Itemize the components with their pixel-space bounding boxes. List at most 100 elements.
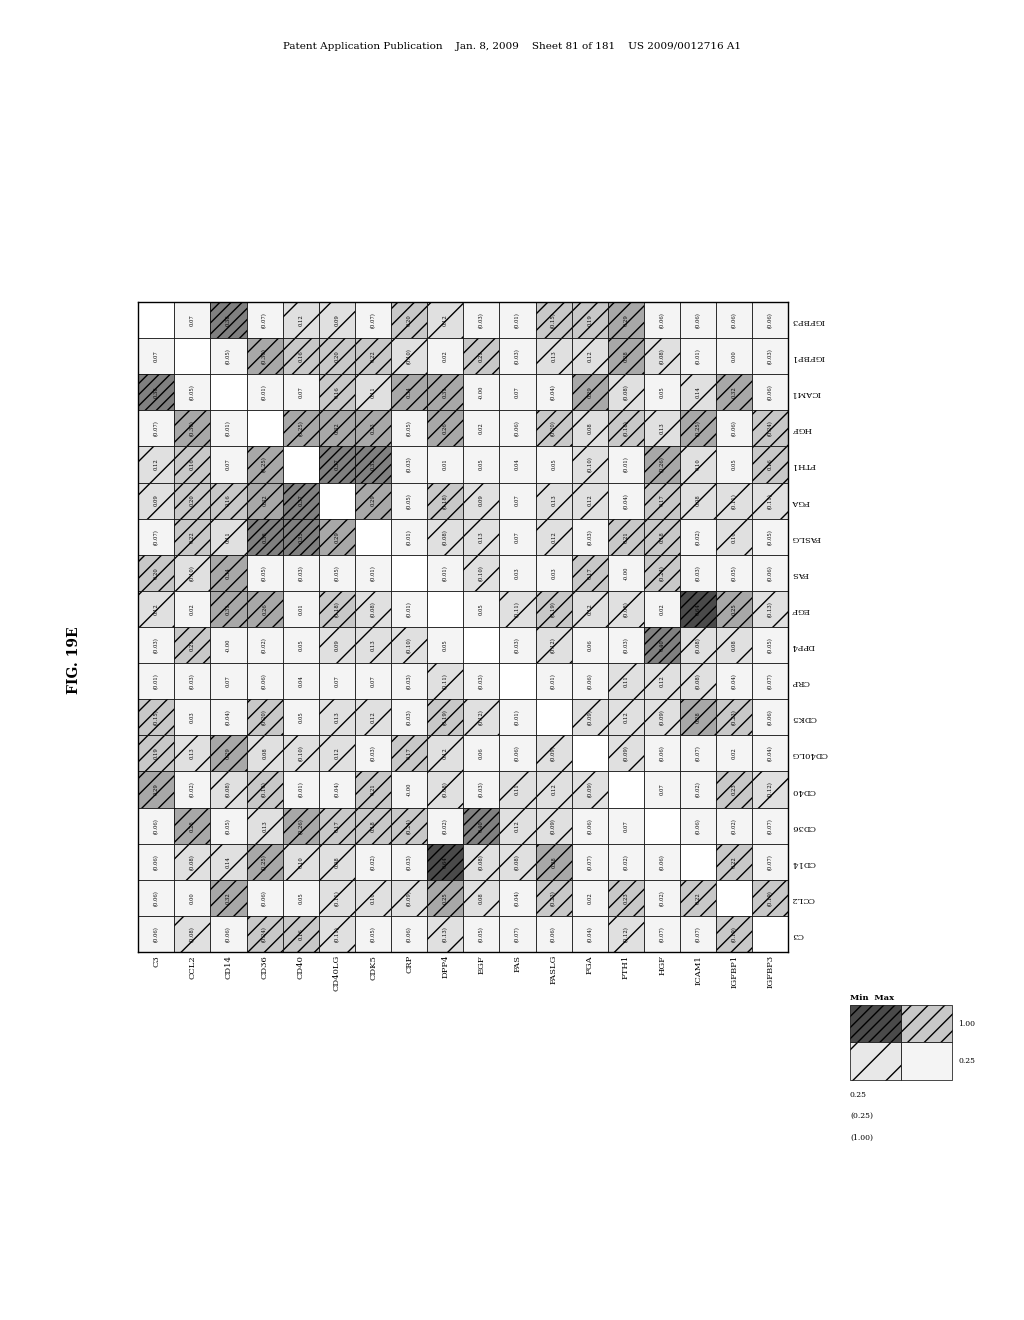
Text: 0.31: 0.31 (226, 603, 231, 615)
Bar (850, 1043, 901, 1080)
Bar (138, 843, 174, 880)
Text: (0.06): (0.06) (154, 890, 159, 906)
Bar (283, 519, 318, 554)
Bar (355, 519, 391, 554)
Text: 0.07: 0.07 (154, 350, 159, 362)
Bar (716, 411, 753, 446)
Text: (0.25): (0.25) (298, 420, 303, 436)
Text: 0.08: 0.08 (262, 747, 267, 759)
Bar (608, 700, 644, 735)
Bar (391, 700, 427, 735)
Text: 0.34: 0.34 (407, 387, 412, 399)
Bar (283, 663, 318, 700)
Bar (211, 411, 247, 446)
Bar (355, 700, 391, 735)
Bar (211, 338, 247, 374)
Bar (536, 880, 571, 916)
Text: (1.00): (1.00) (850, 1134, 872, 1142)
Text: (0.10): (0.10) (479, 565, 484, 581)
Bar (500, 627, 536, 663)
Text: 0.13: 0.13 (371, 639, 376, 651)
Bar (355, 483, 391, 519)
Text: (0.11): (0.11) (442, 673, 447, 689)
Text: 0.07: 0.07 (659, 784, 665, 796)
Bar (571, 374, 608, 411)
Bar (247, 483, 283, 519)
Bar (753, 554, 788, 591)
Bar (716, 916, 753, 952)
Text: -0.00: -0.00 (624, 566, 629, 579)
Text: (0.08): (0.08) (189, 854, 195, 870)
Text: (0.06): (0.06) (154, 927, 159, 942)
Text: (0.03): (0.03) (298, 565, 303, 581)
Bar (247, 880, 283, 916)
Text: (0.19): (0.19) (768, 890, 773, 906)
Text: (0.06): (0.06) (262, 673, 267, 689)
Text: (0.11): (0.11) (732, 492, 737, 508)
Bar (680, 771, 716, 808)
Bar (174, 808, 211, 843)
Bar (138, 627, 174, 663)
Text: 0.02: 0.02 (189, 603, 195, 615)
Text: (0.06): (0.06) (659, 854, 665, 870)
Bar (318, 735, 355, 771)
Text: (0.01): (0.01) (551, 673, 556, 689)
Bar (427, 916, 463, 952)
Bar (355, 916, 391, 952)
Bar (644, 446, 680, 483)
Text: 0.32: 0.32 (335, 422, 339, 434)
Text: 0.10: 0.10 (732, 531, 737, 543)
Bar (571, 700, 608, 735)
Bar (753, 519, 788, 554)
Text: 0.16: 0.16 (189, 458, 195, 470)
Bar (608, 519, 644, 554)
Text: (0.04): (0.04) (226, 709, 231, 725)
Text: 0.29: 0.29 (588, 387, 592, 399)
Bar (463, 627, 500, 663)
Text: (0.08): (0.08) (226, 781, 231, 797)
Bar (391, 446, 427, 483)
Bar (355, 735, 391, 771)
Bar (536, 735, 571, 771)
Text: (0.05): (0.05) (407, 420, 412, 436)
Text: 0.11: 0.11 (624, 676, 629, 688)
Bar (211, 880, 247, 916)
Text: (0.11): (0.11) (335, 927, 340, 942)
Text: (0.05): (0.05) (189, 384, 195, 400)
Bar (571, 302, 608, 338)
Bar (571, 843, 608, 880)
Bar (608, 843, 644, 880)
Text: 0.08: 0.08 (479, 892, 484, 904)
Text: 0.14: 0.14 (226, 855, 231, 867)
Text: (0.05): (0.05) (262, 565, 267, 581)
Bar (753, 880, 788, 916)
Text: 0.21: 0.21 (371, 784, 376, 796)
Bar (174, 663, 211, 700)
Text: -0.00: -0.00 (407, 783, 412, 796)
Text: 0.25: 0.25 (732, 603, 737, 615)
Bar (138, 808, 174, 843)
Bar (174, 554, 211, 591)
Text: (0.06): (0.06) (587, 673, 592, 689)
Bar (463, 591, 500, 627)
Bar (463, 554, 500, 591)
Text: 0.32: 0.32 (226, 892, 231, 904)
Text: (0.06): (0.06) (551, 927, 556, 942)
Text: 0.22: 0.22 (189, 531, 195, 543)
Bar (355, 808, 391, 843)
Text: 0.10: 0.10 (298, 855, 303, 867)
Text: 0.12: 0.12 (442, 747, 447, 759)
Text: (0.03): (0.03) (624, 638, 629, 653)
Text: 0.37: 0.37 (298, 495, 303, 507)
Bar (174, 483, 211, 519)
Bar (716, 374, 753, 411)
Bar (850, 1005, 901, 1043)
Text: 0.23: 0.23 (624, 892, 629, 904)
Text: (0.12): (0.12) (768, 781, 773, 797)
Text: 0.12: 0.12 (515, 820, 520, 832)
Bar (355, 880, 391, 916)
Text: (0.11): (0.11) (768, 492, 773, 508)
Bar (571, 554, 608, 591)
Text: (0.10): (0.10) (407, 348, 412, 364)
Text: 0.32: 0.32 (732, 387, 737, 399)
